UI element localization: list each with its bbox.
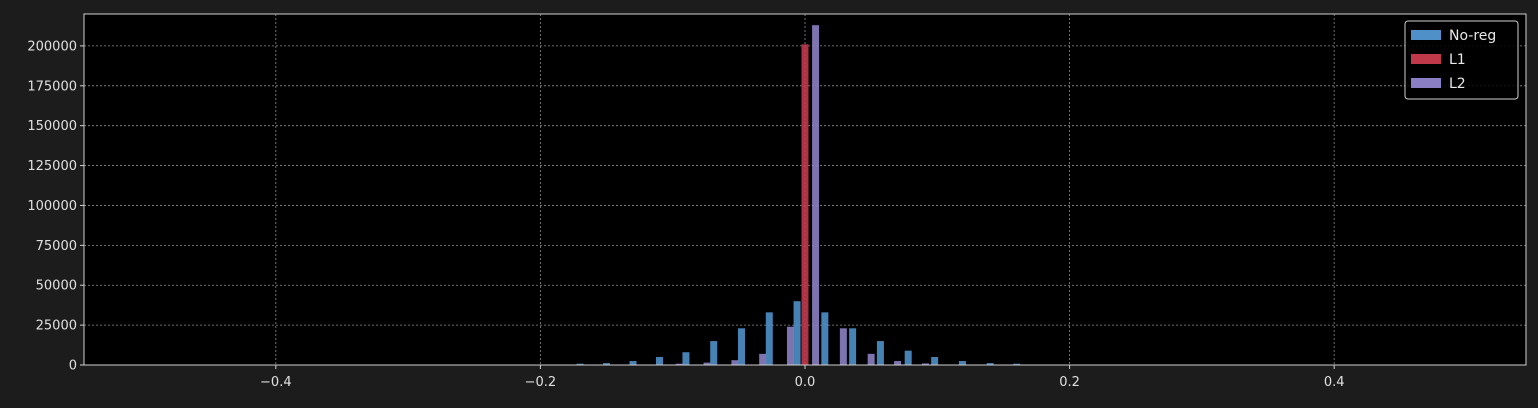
- y-tick-label: 0: [69, 359, 77, 374]
- legend-label: L2: [1449, 76, 1466, 92]
- x-tick-label: −0.2: [525, 375, 557, 390]
- x-tick-label: 0.0: [795, 375, 816, 390]
- y-tick-label: 150000: [27, 119, 77, 134]
- bar-no-reg: [576, 363, 584, 365]
- bar-no-reg: [931, 357, 939, 365]
- bar-l2: [786, 326, 794, 365]
- bar-l2: [839, 328, 847, 365]
- y-tick-label: 175000: [27, 79, 77, 94]
- y-tick-label: 125000: [27, 159, 77, 174]
- bar-no-reg: [793, 301, 801, 365]
- legend-swatch: [1411, 78, 1441, 88]
- legend: No-reg L1 L2: [1404, 20, 1519, 100]
- bars: [576, 25, 1021, 366]
- bar-l2: [675, 363, 683, 365]
- bar-l1: [801, 44, 809, 366]
- legend-swatch: [1411, 54, 1441, 64]
- y-tick-label: 25000: [36, 319, 77, 334]
- bar-l2: [731, 360, 739, 365]
- legend-label: L1: [1449, 52, 1466, 68]
- y-tick-label: 75000: [36, 239, 77, 254]
- y-axis-ticks: 0 25000 50000 75000 100000 125000 150000 175000…: [27, 39, 84, 374]
- bar-l2: [703, 362, 711, 365]
- x-axis-ticks: −0.4 −0.2 0.0 0.2 0.4: [260, 365, 1345, 390]
- x-tick-label: −0.4: [260, 375, 292, 390]
- bar-no-reg: [1013, 363, 1021, 365]
- bar-no-reg: [629, 361, 637, 365]
- bar-no-reg: [986, 363, 994, 365]
- bar-no-reg: [737, 328, 745, 365]
- bar-l2: [759, 353, 767, 365]
- y-tick-label: 100000: [27, 199, 77, 214]
- bar-l2: [921, 363, 929, 365]
- legend-swatch: [1411, 30, 1441, 40]
- bar-l2: [867, 353, 875, 365]
- legend-label: No-reg: [1449, 28, 1496, 44]
- bar-no-reg: [710, 341, 718, 365]
- y-tick-label: 50000: [36, 279, 77, 294]
- bar-no-reg: [655, 357, 663, 365]
- bar-l2: [894, 361, 902, 365]
- bar-no-reg: [821, 312, 829, 365]
- bar-no-reg: [904, 350, 912, 365]
- bar-no-reg: [603, 363, 611, 365]
- x-tick-label: 0.4: [1324, 375, 1345, 390]
- bar-l2: [812, 25, 820, 365]
- bar-no-reg: [765, 312, 773, 365]
- bar-no-reg: [958, 361, 966, 365]
- bar-no-reg: [876, 341, 884, 365]
- bar-no-reg: [682, 352, 690, 365]
- x-tick-label: 0.2: [1059, 375, 1080, 390]
- y-tick-label: 200000: [27, 39, 77, 54]
- bar-no-reg: [849, 328, 857, 365]
